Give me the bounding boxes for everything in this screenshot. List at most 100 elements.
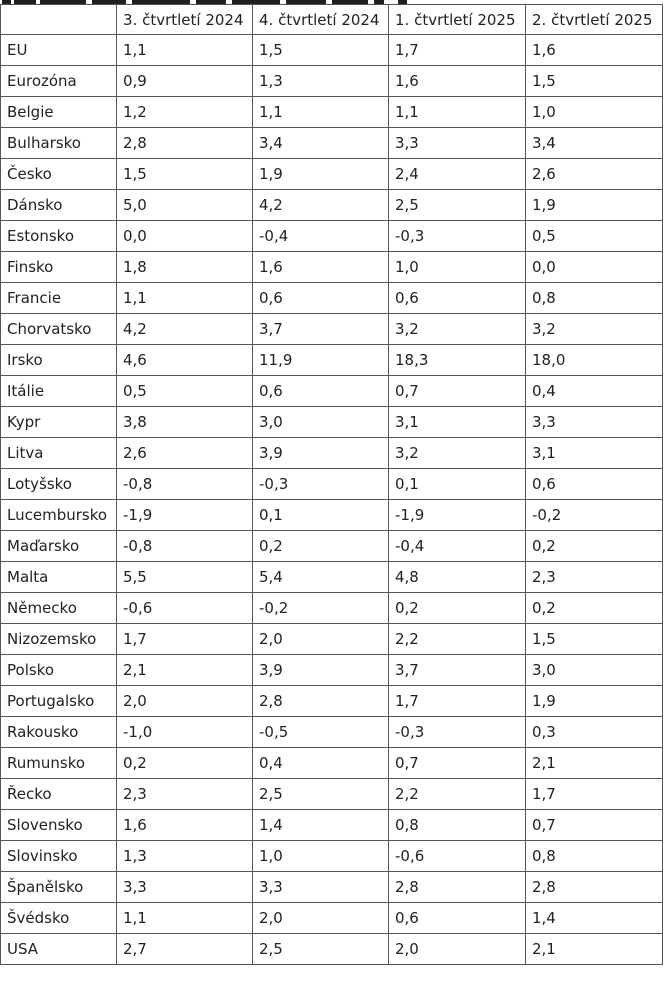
q3-2024-cell: 2,0	[116, 685, 253, 717]
q3-2024-cell: 1,3	[116, 840, 253, 872]
q1-2025-cell: 0,2	[388, 592, 526, 624]
q3-2024-cell: -1,0	[116, 716, 253, 748]
q2-2025-cell: 0,2	[525, 530, 663, 562]
country-cell: Slovinsko	[0, 840, 117, 872]
q2-2025-cell: 1,6	[525, 34, 663, 66]
q4-2024-cell: 3,4	[252, 127, 389, 159]
q1-2025-cell: 1,7	[388, 685, 526, 717]
q4-2024-cell: 1,0	[252, 840, 389, 872]
q2-2025-cell: 0,3	[525, 716, 663, 748]
country-cell: Itálie	[0, 375, 117, 407]
q3-2024-cell: 1,1	[116, 34, 253, 66]
table-row: Estonsko 0,0 -0,4 -0,3 0,5	[0, 220, 663, 252]
q2-2025-cell: 3,1	[525, 437, 663, 469]
q3-2024-cell: 5,0	[116, 189, 253, 221]
table-row: Česko 1,5 1,9 2,4 2,6	[0, 158, 663, 190]
q1-2025-cell: 0,1	[388, 468, 526, 500]
country-cell: USA	[0, 933, 117, 965]
q3-2024-cell: -0,8	[116, 530, 253, 562]
q2-2025-cell: 1,0	[525, 96, 663, 128]
q2-2025-cell: 3,2	[525, 313, 663, 345]
q1-2025-cell: -0,3	[388, 220, 526, 252]
q3-2024-cell: 4,6	[116, 344, 253, 376]
table-row: Německo -0,6 -0,2 0,2 0,2	[0, 592, 663, 624]
q1-2025-cell: 2,0	[388, 933, 526, 965]
q4-2024-cell: 0,6	[252, 375, 389, 407]
country-cell: Švédsko	[0, 902, 117, 934]
country-cell: Francie	[0, 282, 117, 314]
q2-2025-cell: 0,2	[525, 592, 663, 624]
q1-2025-cell: 2,4	[388, 158, 526, 190]
q3-2024-cell: 2,1	[116, 654, 253, 686]
q1-2025-cell: -1,9	[388, 499, 526, 531]
table-row: Rumunsko 0,2 0,4 0,7 2,1	[0, 747, 663, 779]
q4-2024-cell: 3,0	[252, 406, 389, 438]
table-row: Litva 2,6 3,9 3,2 3,1	[0, 437, 663, 469]
header-country	[0, 4, 117, 35]
q3-2024-cell: 3,3	[116, 871, 253, 903]
q1-2025-cell: 3,3	[388, 127, 526, 159]
q2-2025-cell: 2,8	[525, 871, 663, 903]
q4-2024-cell: 0,2	[252, 530, 389, 562]
table-row: Řecko 2,3 2,5 2,2 1,7	[0, 778, 663, 810]
header-q3-2024: 3. čtvrtletí 2024	[116, 4, 253, 35]
q1-2025-cell: 0,7	[388, 375, 526, 407]
q2-2025-cell: 3,4	[525, 127, 663, 159]
q1-2025-cell: -0,3	[388, 716, 526, 748]
table-row: Španělsko 3,3 3,3 2,8 2,8	[0, 871, 663, 903]
q4-2024-cell: 3,9	[252, 437, 389, 469]
country-cell: Nizozemsko	[0, 623, 117, 655]
q4-2024-cell: 2,5	[252, 933, 389, 965]
q3-2024-cell: 1,6	[116, 809, 253, 841]
q2-2025-cell: 2,1	[525, 933, 663, 965]
country-cell: EU	[0, 34, 117, 66]
country-cell: Bulharsko	[0, 127, 117, 159]
table-row: Bulharsko 2,8 3,4 3,3 3,4	[0, 127, 663, 159]
table-row: Eurozóna 0,9 1,3 1,6 1,5	[0, 65, 663, 97]
q3-2024-cell: 5,5	[116, 561, 253, 593]
country-cell: Rakousko	[0, 716, 117, 748]
table-row: Lucembursko -1,9 0,1 -1,9 -0,2	[0, 499, 663, 531]
table-row: Lotyšsko -0,8 -0,3 0,1 0,6	[0, 468, 663, 500]
q3-2024-cell: 1,5	[116, 158, 253, 190]
table-row: Slovinsko 1,3 1,0 -0,6 0,8	[0, 840, 663, 872]
country-cell: Eurozóna	[0, 65, 117, 97]
q2-2025-cell: 0,7	[525, 809, 663, 841]
q1-2025-cell: 1,6	[388, 65, 526, 97]
q2-2025-cell: 1,7	[525, 778, 663, 810]
q1-2025-cell: 2,2	[388, 778, 526, 810]
q2-2025-cell: 0,8	[525, 840, 663, 872]
q3-2024-cell: 0,9	[116, 65, 253, 97]
q4-2024-cell: 1,9	[252, 158, 389, 190]
table-row: Kypr 3,8 3,0 3,1 3,3	[0, 406, 663, 438]
country-cell: Maďarsko	[0, 530, 117, 562]
q2-2025-cell: 1,5	[525, 65, 663, 97]
q1-2025-cell: 3,7	[388, 654, 526, 686]
country-cell: Litva	[0, 437, 117, 469]
table-header-row: 3. čtvrtletí 2024 4. čtvrtletí 2024 1. č…	[0, 4, 663, 35]
q1-2025-cell: 0,6	[388, 902, 526, 934]
table-row: Finsko 1,8 1,6 1,0 0,0	[0, 251, 663, 283]
q4-2024-cell: 0,6	[252, 282, 389, 314]
q1-2025-cell: 0,7	[388, 747, 526, 779]
q3-2024-cell: 2,8	[116, 127, 253, 159]
country-cell: Lotyšsko	[0, 468, 117, 500]
q4-2024-cell: 11,9	[252, 344, 389, 376]
country-cell: Španělsko	[0, 871, 117, 903]
q4-2024-cell: 0,4	[252, 747, 389, 779]
q3-2024-cell: 0,0	[116, 220, 253, 252]
q3-2024-cell: 1,2	[116, 96, 253, 128]
q3-2024-cell: 3,8	[116, 406, 253, 438]
q4-2024-cell: 2,0	[252, 623, 389, 655]
q4-2024-cell: 3,7	[252, 313, 389, 345]
q2-2025-cell: 1,4	[525, 902, 663, 934]
q4-2024-cell: 1,4	[252, 809, 389, 841]
q4-2024-cell: 2,8	[252, 685, 389, 717]
q1-2025-cell: 3,1	[388, 406, 526, 438]
table-row: Irsko 4,6 11,9 18,3 18,0	[0, 344, 663, 376]
q4-2024-cell: 0,1	[252, 499, 389, 531]
country-cell: Německo	[0, 592, 117, 624]
q4-2024-cell: 1,6	[252, 251, 389, 283]
q3-2024-cell: 1,1	[116, 902, 253, 934]
country-cell: Malta	[0, 561, 117, 593]
